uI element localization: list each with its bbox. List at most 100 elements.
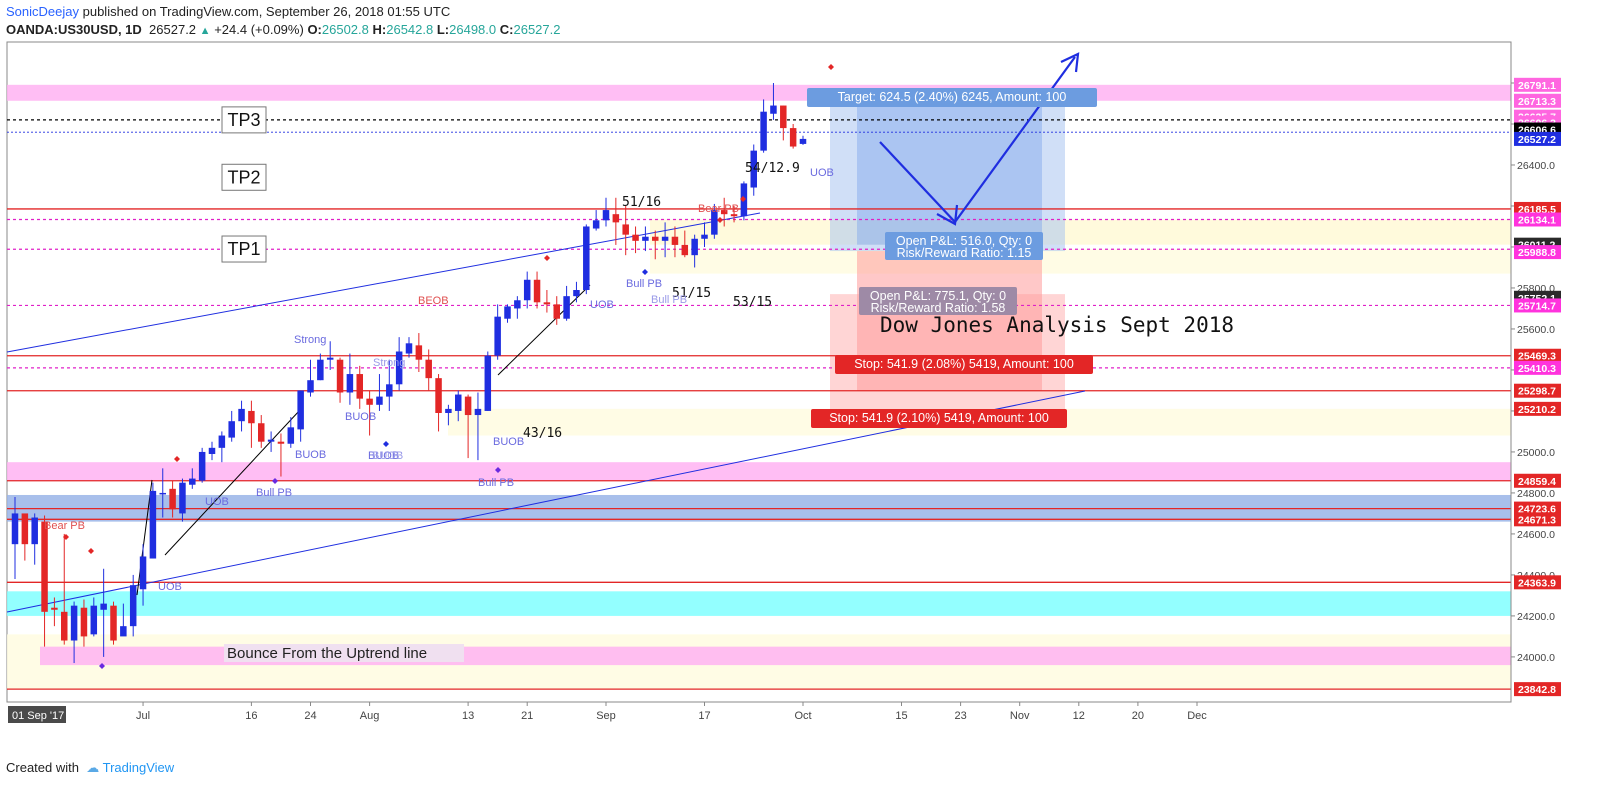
candle-body: [395, 351, 403, 385]
candle-64: [642, 226, 649, 252]
stop-box-label-2-bg: [811, 409, 1067, 428]
candle-body: [248, 410, 255, 424]
up-triangle-icon: ▲: [199, 25, 211, 37]
candle-body: [780, 105, 787, 129]
pattern-label-3: Bull PB: [478, 477, 514, 489]
x-tick-label-9: 15: [895, 710, 907, 722]
pattern-label-6: BUOB: [295, 449, 326, 461]
open-value: 26502.8: [321, 22, 369, 37]
candle-body: [139, 556, 147, 590]
arrow-head-up: [1060, 52, 1080, 73]
candle-body: [110, 605, 117, 641]
candle-49: [494, 304, 501, 360]
candle-32: [326, 341, 334, 370]
candle-41: [415, 333, 423, 372]
price-tag-bg-17: [1514, 501, 1561, 516]
y-tick-label-0: 24000.0: [1517, 652, 1555, 664]
candle-body: [100, 603, 107, 610]
bounce-label: Bounce From the Uptrend line: [227, 645, 427, 662]
candle-body: [455, 394, 462, 411]
candle-13: [139, 544, 147, 606]
candle-58: [583, 224, 590, 295]
pattern-label-14: UOB: [590, 299, 614, 311]
candle-4: [51, 597, 58, 627]
price-tag-bg-14: [1514, 383, 1561, 398]
price-tag-19: 24363.9: [1518, 577, 1556, 589]
pattern-label-10: BUOB: [372, 450, 403, 462]
open-label: O:: [307, 22, 322, 37]
ratio-n51_15: 51/15: [672, 286, 711, 301]
candle-body: [720, 210, 728, 215]
candle-body: [61, 611, 68, 641]
candle-70: [701, 222, 708, 247]
candle-body: [464, 396, 472, 416]
target-box-label-bg: [807, 88, 1097, 107]
candle-8: [90, 597, 98, 637]
candle-body: [425, 359, 432, 379]
candle-body: [238, 408, 245, 422]
x-tick-label-12: 12: [1073, 710, 1085, 722]
zones-layer: [6, 41, 1512, 703]
candle-1: [21, 513, 29, 561]
y-tick-label-1: 24200.0: [1517, 611, 1555, 623]
price-tag-7: 26134.1: [1518, 214, 1556, 226]
candle-18: [189, 468, 196, 489]
candle-body: [445, 408, 452, 413]
candle-67: [671, 226, 679, 258]
candle-body: [228, 421, 235, 438]
candle-21: [218, 431, 226, 463]
supply-zone: [650, 219, 1511, 245]
y-tick-label-4: 24800.0: [1517, 488, 1555, 500]
candle-73: [730, 205, 738, 223]
candle-body: [376, 396, 383, 405]
pattern-label-11: BEOB: [418, 295, 449, 307]
candle-31: [317, 353, 324, 381]
price-tag-5: 26527.2: [1518, 134, 1556, 146]
marker-diamond-8: [272, 478, 278, 484]
candle-body: [543, 302, 551, 305]
marker-diamond-7: [99, 663, 105, 669]
pattern-label-4: Bull PB: [626, 278, 662, 290]
impulse-line: [136, 479, 153, 596]
candle-42: [425, 349, 432, 391]
tp-box-2: [221, 235, 267, 263]
yellow-zone-mid: [650, 249, 1511, 274]
candle-76: [760, 99, 767, 153]
candle-12: [129, 574, 137, 637]
candle-47: [474, 392, 482, 461]
tradingview-link[interactable]: TradingView: [102, 760, 175, 775]
candle-35: [356, 365, 363, 409]
candle-body: [573, 290, 580, 297]
x-tick-label-10: 23: [954, 710, 966, 722]
candle-body: [297, 390, 304, 430]
candle-body: [405, 343, 413, 354]
author-link[interactable]: SonicDeejay: [6, 4, 79, 19]
candle-38: [386, 359, 393, 411]
candle-10: [110, 601, 117, 645]
pattern-label-0: Bear PB: [44, 520, 85, 532]
high-value: 26542.8: [386, 22, 434, 37]
candle-60: [602, 197, 610, 227]
candle-body: [553, 304, 560, 319]
candle-body: [652, 236, 659, 241]
price-tag-bg-1: [1514, 93, 1561, 108]
open-pnl-box-1-text-0: Open P&L: 516.0, Qty: 0: [896, 234, 1032, 248]
cloud-icon: ☁: [86, 760, 100, 775]
candle-14: [149, 482, 157, 559]
marker-diamond-9: [383, 441, 389, 447]
candle-body: [494, 316, 501, 356]
price-tag-bg-16: [1514, 473, 1561, 488]
stop-box-label-2-text-0: Stop: 541.9 (2.10%) 5419, Amount: 100: [829, 411, 1049, 425]
pattern-label-7: BUOB: [345, 411, 376, 423]
ratio-n53_15: 53/15: [733, 295, 772, 310]
candle-body: [770, 105, 777, 114]
candle-body: [691, 238, 698, 256]
marker-diamond-4: [740, 196, 746, 202]
marker-diamond-3: [544, 255, 550, 261]
target-box-label-text-0: Target: 624.5 (2.40%) 6245, Amount: 100: [838, 90, 1067, 104]
overlay-layer: TP3 TP2 TP1 Dow Jones Analysis Sept 2018 Bou…: [44, 52, 1234, 669]
cyan-zone: [7, 591, 1511, 616]
candle-55: [553, 296, 560, 325]
price-tag-16: 24859.4: [1518, 476, 1556, 488]
